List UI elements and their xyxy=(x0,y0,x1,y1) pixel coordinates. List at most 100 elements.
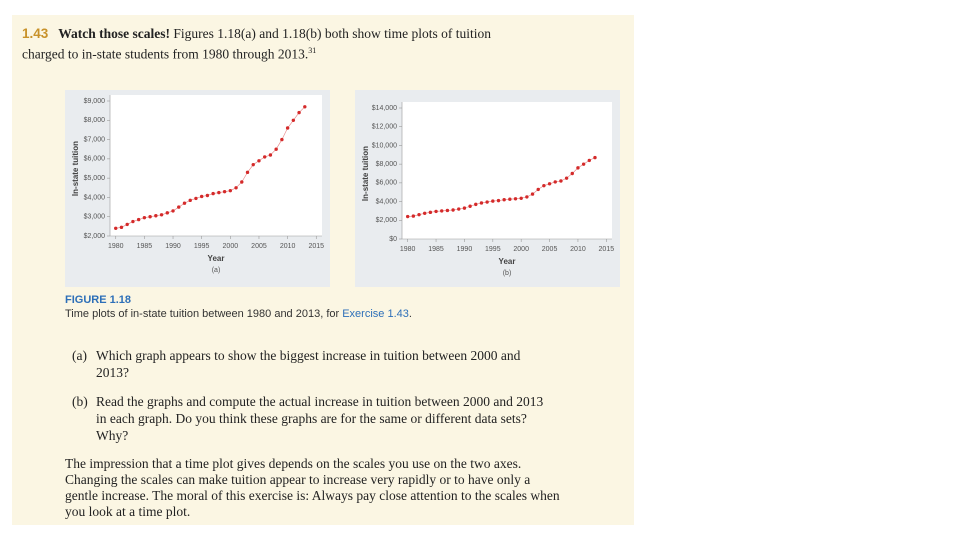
data-point xyxy=(171,209,175,213)
data-point xyxy=(570,171,574,176)
x-axis-label: Year xyxy=(208,254,225,263)
data-point xyxy=(165,211,169,215)
x-tick-label: 2005 xyxy=(251,243,267,250)
data-point xyxy=(274,147,278,151)
plot-area xyxy=(110,95,322,236)
data-point xyxy=(177,205,181,209)
data-point xyxy=(587,158,591,163)
data-point xyxy=(245,170,250,175)
x-tick-label: 2000 xyxy=(513,246,529,253)
data-point xyxy=(222,189,227,194)
data-point xyxy=(542,183,546,188)
paragraph: The impression that a time plot gives de… xyxy=(65,456,560,519)
data-point xyxy=(496,198,501,203)
data-point xyxy=(581,162,586,166)
data-point xyxy=(405,214,410,219)
data-point xyxy=(240,180,244,184)
data-point xyxy=(417,212,421,217)
data-point xyxy=(525,195,529,199)
exercise: 1.43 Watch those scales! Figures 1.18(a) … xyxy=(22,25,532,63)
data-point xyxy=(576,166,580,170)
question-label: (b) xyxy=(72,394,88,409)
exercise-number: 1.43 xyxy=(22,26,49,41)
data-point xyxy=(451,208,455,212)
data-point xyxy=(519,196,523,200)
data-point xyxy=(423,211,427,215)
data-point xyxy=(114,226,118,230)
data-point xyxy=(217,190,221,195)
data-point xyxy=(513,197,518,201)
exercise-title: Watch those scales! xyxy=(58,26,171,41)
caption-text: Time plots of in-state tuition between 1… xyxy=(65,308,340,320)
data-point xyxy=(485,200,489,204)
x-tick-label: 1995 xyxy=(485,246,501,253)
chart-subtitle: (a) xyxy=(212,267,221,274)
plot-area xyxy=(402,102,612,239)
data-point xyxy=(502,198,506,202)
data-point xyxy=(228,188,233,193)
data-point xyxy=(593,155,597,160)
x-axis-label: Year xyxy=(499,257,516,266)
data-point xyxy=(205,193,210,198)
data-point xyxy=(280,137,284,142)
x-tick-label: 2010 xyxy=(280,243,296,250)
exercise-text: Figures 1.18(a) and 1.18(b) both show ti… xyxy=(22,26,491,62)
data-point xyxy=(131,219,135,224)
data-point xyxy=(530,192,535,196)
data-point xyxy=(285,126,290,130)
question-text: Which graph appears to show the biggest … xyxy=(96,348,521,380)
data-point xyxy=(257,159,261,163)
y-tick-label: $2,000 xyxy=(84,233,106,240)
y-tick-label: $4,000 xyxy=(376,198,398,205)
x-tick-label: 2010 xyxy=(570,246,586,253)
y-tick-label: $0 xyxy=(389,236,397,243)
x-tick-label: 1980 xyxy=(108,243,124,250)
data-line xyxy=(407,157,596,217)
caption-ref: Exercise 1.43 xyxy=(342,308,409,320)
data-point xyxy=(268,153,273,157)
data-point xyxy=(211,191,215,196)
data-point xyxy=(234,186,238,190)
y-tick-label: $4,000 xyxy=(84,194,106,201)
data-point xyxy=(445,208,450,213)
footnote: 31 xyxy=(308,46,317,55)
y-tick-label: $8,000 xyxy=(376,161,398,168)
x-tick-label: 2000 xyxy=(223,243,239,250)
data-point xyxy=(119,225,124,230)
y-tick-label: $3,000 xyxy=(84,214,106,221)
x-tick-label: 1990 xyxy=(457,246,473,253)
data-point xyxy=(142,215,147,220)
y-tick-label: $7,000 xyxy=(84,136,106,143)
y-tick-label: $10,000 xyxy=(372,142,397,149)
x-tick-label: 2015 xyxy=(599,246,615,253)
y-tick-label: $5,000 xyxy=(84,175,106,182)
data-point xyxy=(148,215,152,219)
data-point xyxy=(125,222,129,227)
x-tick-label: 1995 xyxy=(194,243,210,250)
data-point xyxy=(159,213,164,217)
data-point xyxy=(462,206,467,210)
data-point xyxy=(303,105,307,109)
figure-label: FIGURE 1.18 xyxy=(65,293,131,307)
question-text: Read the graphs and compute the actual i… xyxy=(96,394,544,443)
data-line xyxy=(115,106,306,229)
x-tick-label: 1985 xyxy=(137,243,153,250)
data-point xyxy=(553,180,557,184)
x-tick-label: 1980 xyxy=(400,246,416,253)
y-tick-label: $12,000 xyxy=(372,124,397,131)
data-point xyxy=(263,155,267,159)
data-point xyxy=(440,209,444,213)
data-point xyxy=(536,187,540,192)
y-axis-label: In-state tuition xyxy=(71,141,80,196)
data-point xyxy=(547,182,552,186)
y-tick-label: $2,000 xyxy=(376,217,398,224)
data-point xyxy=(154,214,158,218)
data-point xyxy=(291,118,296,122)
x-tick-label: 1990 xyxy=(165,243,181,250)
chart-subtitle: (b) xyxy=(503,270,512,277)
y-tick-label: $8,000 xyxy=(84,117,106,124)
data-point xyxy=(136,217,141,222)
x-tick-label: 2015 xyxy=(308,243,324,250)
caption-end: . xyxy=(408,308,412,320)
data-point xyxy=(188,198,192,203)
